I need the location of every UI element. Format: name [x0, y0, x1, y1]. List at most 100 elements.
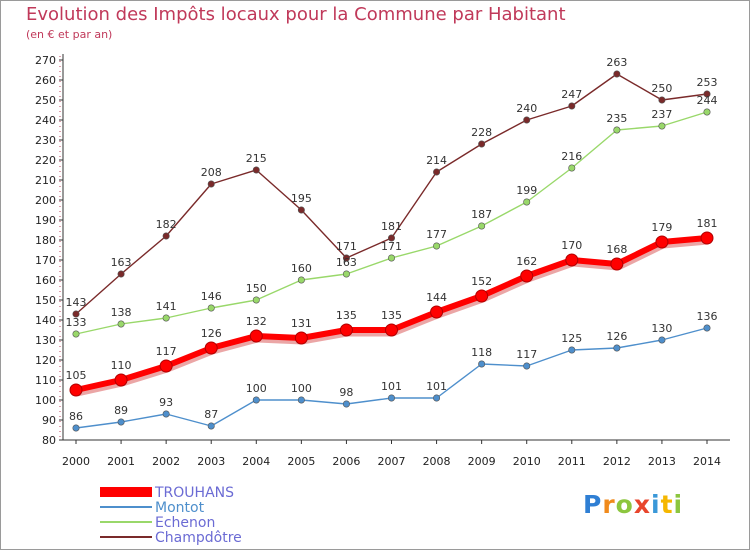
data-label-champd-tre: 240: [516, 102, 537, 115]
y-tick-label: 240: [35, 114, 56, 127]
y-tick-label: 110: [35, 374, 56, 387]
data-point-champd-tre: [342, 254, 350, 262]
x-tick-label: 2009: [468, 455, 496, 468]
data-point-trouhans: [565, 253, 579, 267]
data-point-champd-tre: [658, 96, 666, 104]
data-point-champd-tre: [207, 180, 215, 188]
data-point-montot: [342, 400, 350, 408]
data-label-montot: 87: [204, 408, 218, 421]
data-point-champd-tre: [162, 232, 170, 240]
data-point-montot: [478, 360, 486, 368]
data-point-champd-tre: [568, 102, 576, 110]
data-label-echenon: 171: [381, 240, 402, 253]
data-label-trouhans: 144: [426, 291, 447, 304]
x-tick-label: 2007: [378, 455, 406, 468]
data-label-trouhans: 105: [66, 369, 87, 382]
data-label-champd-tre: 143: [66, 296, 87, 309]
data-label-echenon: 146: [201, 290, 222, 303]
data-point-echenon: [703, 108, 711, 116]
data-label-montot: 101: [381, 380, 402, 393]
data-label-champd-tre: 195: [291, 192, 312, 205]
x-tick-label: 2008: [423, 455, 451, 468]
data-label-echenon: 199: [516, 184, 537, 197]
data-label-montot: 100: [246, 382, 267, 395]
series-line-champd-tre: [75, 73, 708, 315]
y-tick-label: 100: [35, 394, 56, 407]
y-tick-label: 220: [35, 154, 56, 167]
logo-letter: P: [583, 490, 603, 519]
data-label-echenon: 138: [111, 306, 132, 319]
logo-letter: o: [615, 490, 634, 519]
data-label-montot: 126: [606, 330, 627, 343]
x-tick-label: 2004: [242, 455, 270, 468]
data-point-champd-tre: [387, 234, 395, 242]
data-label-montot: 118: [471, 346, 492, 359]
data-point-trouhans: [475, 289, 489, 303]
x-tick-label: 2000: [62, 455, 90, 468]
data-point-champd-tre: [297, 206, 305, 214]
data-point-trouhans: [204, 341, 218, 355]
data-point-trouhans: [610, 257, 624, 271]
y-tick-label: 180: [35, 234, 56, 247]
data-point-champd-tre: [72, 310, 80, 318]
x-tick-label: 2001: [107, 455, 135, 468]
data-label-echenon: 244: [697, 94, 718, 107]
x-tick-label: 2014: [693, 455, 721, 468]
chart-subtitle: (en € et par an): [26, 28, 113, 41]
data-label-echenon: 187: [471, 208, 492, 221]
data-label-trouhans: 135: [381, 309, 402, 322]
data-label-champd-tre: 181: [381, 220, 402, 233]
data-point-trouhans: [294, 331, 308, 345]
data-label-montot: 101: [426, 380, 447, 393]
legend-label-champd-tre: Champdôtre: [155, 530, 242, 546]
data-label-montot: 125: [561, 332, 582, 345]
data-point-montot: [433, 394, 441, 402]
data-point-echenon: [568, 164, 576, 172]
data-point-echenon: [613, 126, 621, 134]
y-tick-label: 270: [35, 54, 56, 67]
data-point-champd-tre: [252, 166, 260, 174]
data-label-trouhans: 117: [156, 345, 177, 358]
legend-swatch-trouhans: [100, 487, 152, 497]
x-tick-label: 2012: [603, 455, 631, 468]
data-label-champd-tre: 182: [156, 218, 177, 231]
y-tick-label: 230: [35, 134, 56, 147]
data-label-trouhans: 162: [516, 255, 537, 268]
y-tick-label: 130: [35, 334, 56, 347]
data-label-echenon: 150: [246, 282, 267, 295]
data-point-montot: [658, 336, 666, 344]
data-point-trouhans: [114, 373, 128, 387]
y-tick-label: 200: [35, 194, 56, 207]
data-label-champd-tre: 253: [697, 76, 718, 89]
axes: 8090100110120130140150160170180190200210…: [35, 54, 730, 468]
y-tick-label: 150: [35, 294, 56, 307]
data-point-trouhans: [700, 231, 714, 245]
data-point-montot: [252, 396, 260, 404]
data-point-trouhans: [430, 305, 444, 319]
logo-letter: i: [651, 490, 661, 519]
proxiti-logo: Proxiti: [583, 490, 683, 519]
data-labels-layer: 86 89 93 87 100 100 98 101 101 118 117 125 126 130 136…: [66, 56, 718, 423]
data-label-trouhans: 181: [697, 217, 718, 230]
legend-label-echenon: Echenon: [155, 515, 215, 531]
data-point-echenon: [117, 320, 125, 328]
data-label-echenon: 163: [336, 256, 357, 269]
data-label-champd-tre: 171: [336, 240, 357, 253]
data-label-echenon: 160: [291, 262, 312, 275]
data-label-montot: 98: [339, 386, 353, 399]
data-label-montot: 136: [697, 310, 718, 323]
data-point-montot: [387, 394, 395, 402]
data-point-echenon: [297, 276, 305, 284]
series-line-montot: [75, 327, 708, 429]
logo-letter: r: [602, 490, 616, 519]
data-label-montot: 100: [291, 382, 312, 395]
data-point-echenon: [387, 254, 395, 262]
legend-label-montot: Montot: [155, 500, 205, 516]
data-label-trouhans: 168: [606, 243, 627, 256]
logo-letter: i: [673, 490, 684, 519]
data-point-echenon: [342, 270, 350, 278]
x-tick-label: 2005: [287, 455, 315, 468]
data-point-champd-tre: [478, 140, 486, 148]
data-point-champd-tre: [433, 168, 441, 176]
